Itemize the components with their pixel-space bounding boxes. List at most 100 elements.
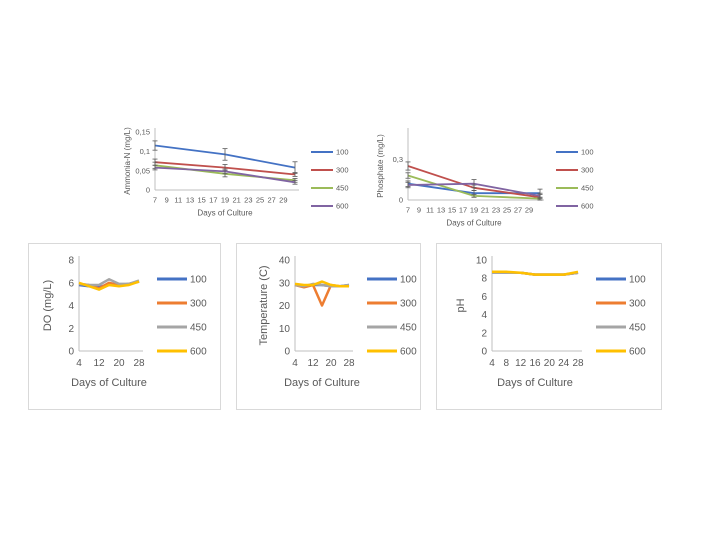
x-tick-label: 9 <box>417 206 421 215</box>
y-tick-label: 0,15 <box>135 128 150 137</box>
legend-label-450: 450 <box>581 184 594 193</box>
y-axis-label: Ammonia-N (mg/L) <box>123 127 132 195</box>
series-line-300 <box>294 283 349 307</box>
x-tick-label: 19 <box>221 196 229 205</box>
y-tick-label: 4 <box>68 301 74 312</box>
error-bar <box>405 172 411 179</box>
x-tick-label: 24 <box>558 358 570 369</box>
legend-label-600: 600 <box>629 347 646 358</box>
legend-label-300: 300 <box>629 299 646 310</box>
y-tick-label: 10 <box>476 256 488 267</box>
x-tick-label: 29 <box>279 196 287 205</box>
x-tick-label: 20 <box>113 358 125 369</box>
x-tick-label: 7 <box>406 206 410 215</box>
x-axis-label: Days of Culture <box>71 377 147 389</box>
x-tick-label: 27 <box>267 196 275 205</box>
y-tick-label: 0 <box>399 196 403 205</box>
do-chart: 0 2 4 6 8 4 12 20 28 Days of Culture DO (mg/L) 100 3… <box>28 243 221 410</box>
x-tick-label: 12 <box>307 358 319 369</box>
ammonia-chart: 0 0,05 0,1 0,15 7 9 11 13 15 17 19 21 23 25 27 29 Days o… <box>110 120 370 230</box>
error-bar <box>405 161 411 171</box>
y-tick-label: 0,3 <box>393 155 403 164</box>
do-chart-svg: 0 2 4 6 8 4 12 20 28 Days of Culture DO (mg/L) 100 3… <box>42 256 207 390</box>
x-tick-label: 25 <box>256 196 264 205</box>
y-tick-label: 30 <box>279 278 291 289</box>
legend-label-450: 450 <box>190 323 207 334</box>
x-tick-label: 15 <box>448 206 456 215</box>
x-axis-label: Days of Culture <box>446 219 502 228</box>
y-axis-label: DO (mg/L) <box>42 280 54 331</box>
y-tick-label: 8 <box>68 256 74 267</box>
x-axis-label: Days of Culture <box>284 377 360 389</box>
x-tick-label: 21 <box>481 206 489 215</box>
legend-label-450: 450 <box>400 323 417 334</box>
legend-label-100: 100 <box>190 275 207 286</box>
error-bar <box>222 148 228 161</box>
error-bar <box>292 172 298 177</box>
error-bar <box>152 164 158 171</box>
y-axis-label: Temperature (C) <box>258 265 270 345</box>
x-axis-label: Days of Culture <box>497 377 573 389</box>
legend-label-600: 600 <box>581 202 594 211</box>
y-axis-label: Phosphate (mg/L) <box>376 134 385 198</box>
series-line-600 <box>78 280 140 291</box>
y-tick-label: 8 <box>481 274 487 285</box>
x-tick-label: 16 <box>529 358 541 369</box>
y-tick-label: 6 <box>481 292 487 303</box>
legend-label-100: 100 <box>400 275 417 286</box>
legend-label-450: 450 <box>629 323 646 334</box>
legend-label-600: 600 <box>336 202 349 211</box>
error-bar <box>152 140 158 151</box>
error-bar <box>471 194 477 198</box>
x-tick-label: 11 <box>174 196 182 205</box>
legend-label-300: 300 <box>581 166 594 175</box>
legend-label-600: 600 <box>400 347 417 358</box>
error-bar <box>405 181 411 189</box>
x-tick-label: 27 <box>514 206 522 215</box>
x-tick-label: 28 <box>343 358 355 369</box>
x-tick-label: 4 <box>292 358 298 369</box>
temperature-chart-svg: 0 10 20 30 40 4 12 20 28 Days of Culture Temperatu… <box>258 256 417 390</box>
x-tick-label: 11 <box>426 206 434 215</box>
error-bar <box>471 179 477 189</box>
y-axis-label: pH <box>455 298 467 312</box>
x-tick-label: 28 <box>572 358 584 369</box>
y-tick-label: 6 <box>68 278 74 289</box>
x-tick-label: 23 <box>244 196 252 205</box>
x-tick-label: 15 <box>197 196 205 205</box>
legend-label-300: 300 <box>336 166 349 175</box>
legend-label-100: 100 <box>629 275 646 286</box>
y-tick-label: 4 <box>481 310 487 321</box>
x-tick-label: 9 <box>165 196 169 205</box>
error-bar <box>222 168 228 175</box>
x-tick-label: 12 <box>93 358 105 369</box>
series-line-600 <box>492 270 579 276</box>
legend-label-300: 300 <box>400 299 417 310</box>
x-tick-label: 17 <box>209 196 217 205</box>
y-tick-label: 2 <box>481 328 487 339</box>
y-tick-label: 10 <box>279 324 291 335</box>
x-tick-label: 20 <box>325 358 337 369</box>
x-tick-label: 7 <box>153 196 157 205</box>
phosphate-chart-svg: 0 0,3 7 9 11 13 15 17 19 21 23 25 27 29 Days of Cultur… <box>376 128 594 228</box>
legend-label-100: 100 <box>336 148 349 157</box>
x-tick-label: 13 <box>186 196 194 205</box>
legend-label-450: 450 <box>336 184 349 193</box>
legend-label-600: 600 <box>190 347 207 358</box>
phosphate-chart: 0 0,3 7 9 11 13 15 17 19 21 23 25 27 29 Days of Cultur… <box>368 120 628 235</box>
y-tick-label: 20 <box>279 301 291 312</box>
error-bar <box>537 192 543 200</box>
y-tick-label: 0,1 <box>140 147 150 156</box>
x-tick-label: 28 <box>133 358 145 369</box>
x-tick-label: 17 <box>459 206 467 215</box>
x-tick-label: 13 <box>437 206 445 215</box>
x-tick-label: 21 <box>232 196 240 205</box>
y-tick-label: 0,05 <box>135 166 150 175</box>
x-tick-label: 4 <box>489 358 495 369</box>
x-tick-label: 25 <box>503 206 511 215</box>
legend-label-100: 100 <box>581 148 594 157</box>
error-bar <box>292 179 298 185</box>
x-tick-label: 12 <box>515 358 527 369</box>
series-line-600 <box>294 280 349 288</box>
